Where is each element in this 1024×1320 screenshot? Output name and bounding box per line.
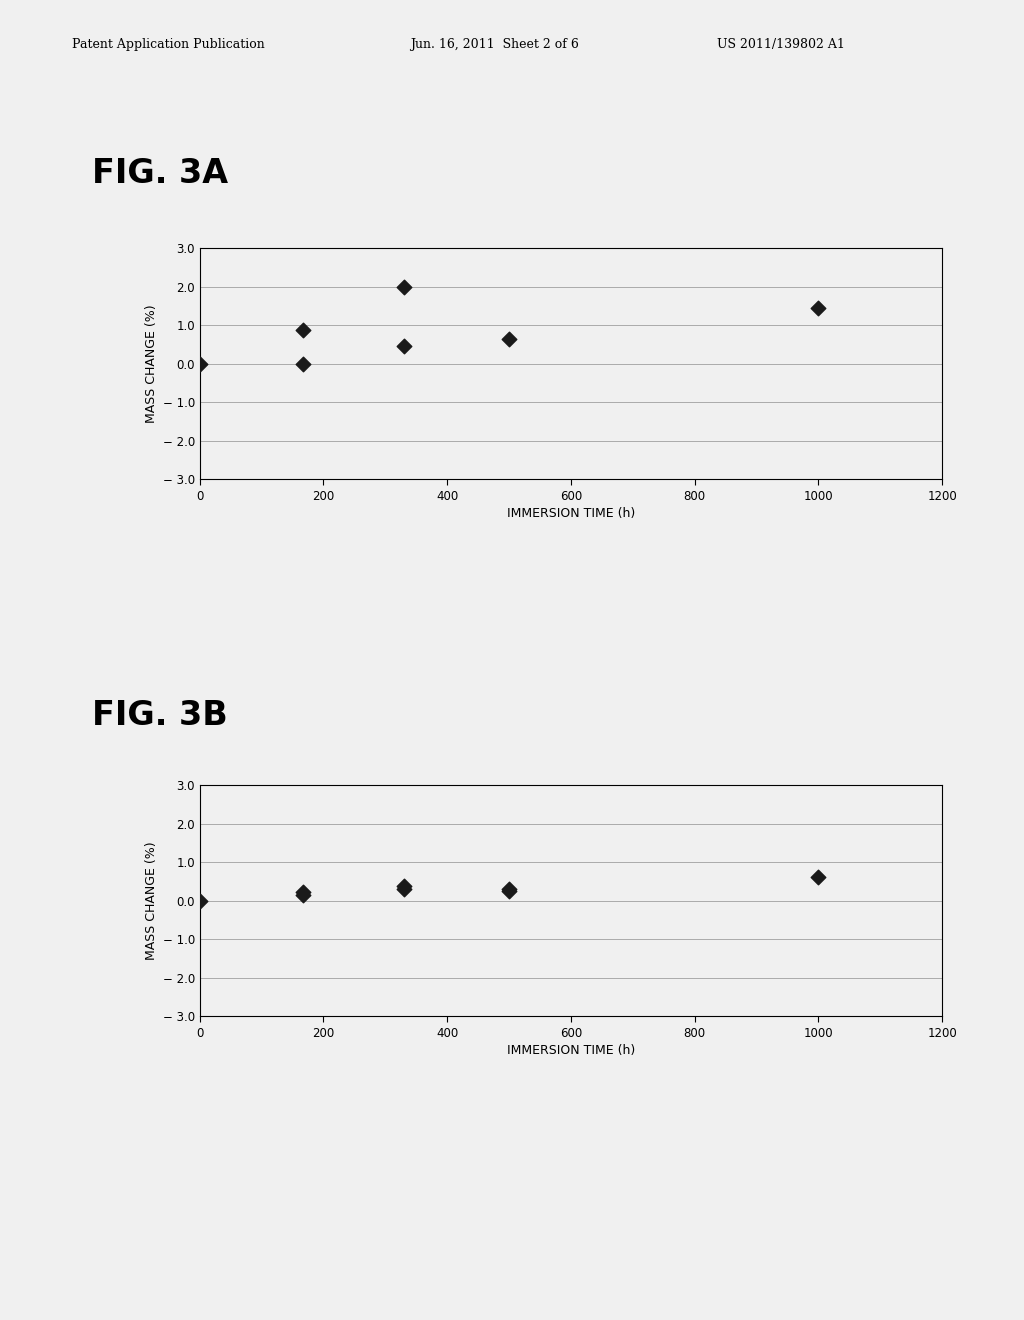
X-axis label: IMMERSION TIME (h): IMMERSION TIME (h) bbox=[507, 1044, 635, 1057]
Point bbox=[501, 329, 517, 350]
Y-axis label: MASS CHANGE (%): MASS CHANGE (%) bbox=[145, 842, 159, 960]
Point bbox=[810, 297, 826, 318]
Point bbox=[395, 879, 412, 900]
Point bbox=[395, 875, 412, 896]
Point bbox=[295, 882, 311, 903]
Point bbox=[395, 335, 412, 356]
Text: FIG. 3A: FIG. 3A bbox=[92, 157, 228, 190]
Point bbox=[295, 884, 311, 906]
Point bbox=[501, 880, 517, 902]
Point bbox=[395, 276, 412, 297]
Y-axis label: MASS CHANGE (%): MASS CHANGE (%) bbox=[145, 305, 159, 422]
Text: US 2011/139802 A1: US 2011/139802 A1 bbox=[717, 38, 845, 51]
Point bbox=[501, 878, 517, 899]
Point bbox=[810, 866, 826, 887]
Point bbox=[295, 319, 311, 341]
Text: Patent Application Publication: Patent Application Publication bbox=[72, 38, 264, 51]
Point bbox=[191, 890, 208, 911]
X-axis label: IMMERSION TIME (h): IMMERSION TIME (h) bbox=[507, 507, 635, 520]
Text: Jun. 16, 2011  Sheet 2 of 6: Jun. 16, 2011 Sheet 2 of 6 bbox=[410, 38, 579, 51]
Point bbox=[295, 354, 311, 375]
Point bbox=[191, 352, 208, 374]
Text: FIG. 3B: FIG. 3B bbox=[92, 698, 228, 731]
